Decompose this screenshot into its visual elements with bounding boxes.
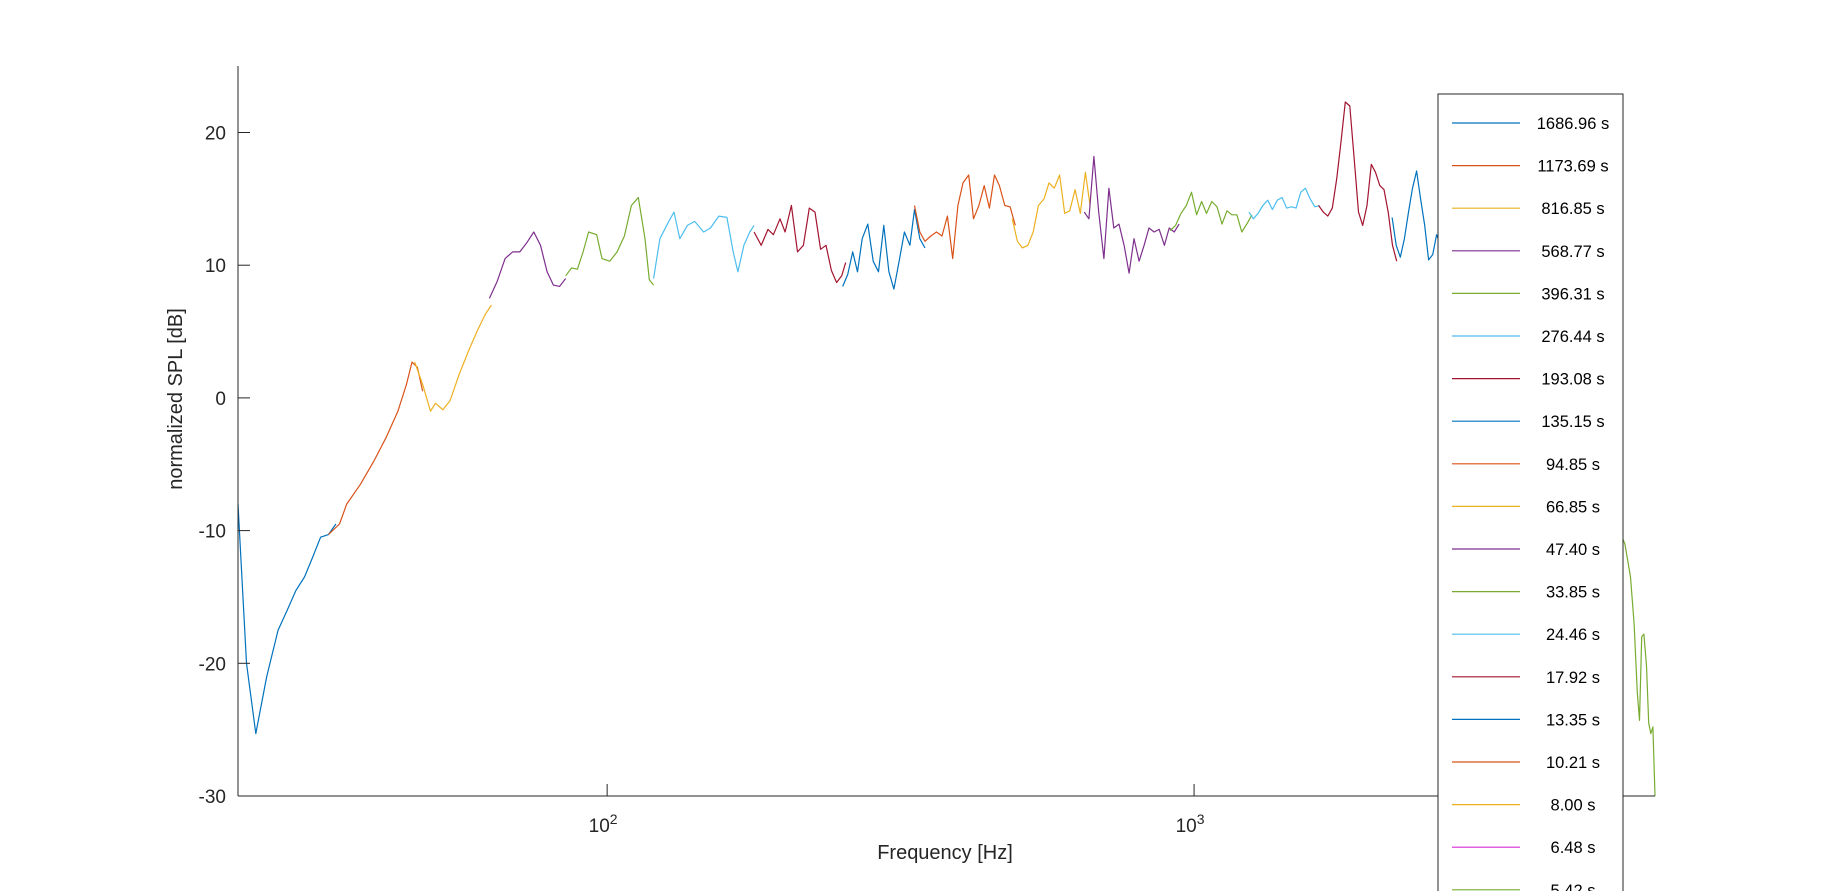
y-tick-label: 0 [215, 389, 226, 410]
x-tick-label: 103 [1176, 811, 1205, 837]
legend-label: 1173.69 s [1537, 158, 1608, 176]
y-tick-label: -30 [199, 787, 226, 808]
legend-box [1437, 93, 1624, 891]
legend: 1686.96 s 1173.69 s 816.85 s 568.77 s 396.31… [1437, 93, 1624, 891]
x-tick-exponent: 2 [610, 811, 618, 827]
x-tick-base: 10 [1176, 816, 1197, 837]
legend-label: 94.85 s [1546, 456, 1600, 474]
legend-label: 276.44 s [1541, 328, 1604, 346]
legend-label: 568.77 s [1541, 243, 1604, 261]
legend-label: 66.85 s [1546, 498, 1600, 516]
legend-label: 816.85 s [1541, 200, 1604, 218]
x-ticks: 102 103 [589, 784, 1205, 837]
y-ticks: -30 -20 -10 0 10 20 [199, 124, 250, 808]
legend-label: 13.35 s [1546, 711, 1600, 729]
series-line [327, 361, 424, 536]
legend-label: 24.46 s [1546, 626, 1600, 644]
series-line [488, 231, 567, 299]
legend-label: 33.85 s [1546, 584, 1600, 602]
y-tick-label: 20 [205, 124, 226, 145]
series-line [842, 208, 926, 290]
series-line [1169, 191, 1253, 233]
y-tick-label: -20 [199, 654, 226, 675]
x-tick-base: 10 [589, 816, 610, 837]
series-line [1083, 155, 1180, 274]
series-line [237, 504, 337, 735]
legend-items: 1686.96 s 1173.69 s 816.85 s 568.77 s 396.31… [1452, 115, 1609, 891]
x-axis-label: Frequency [Hz] [877, 842, 1013, 864]
legend-label: 8.00 s [1551, 797, 1596, 815]
series-line [1011, 171, 1091, 249]
legend-label: 10.21 s [1546, 754, 1600, 772]
series-line [1618, 530, 1656, 797]
legend-label: 17.92 s [1546, 669, 1600, 687]
y-tick-label: 10 [205, 256, 226, 277]
series-line [753, 204, 847, 284]
legend-label: 5.42 s [1551, 882, 1596, 891]
legend-label: 193.08 s [1541, 371, 1604, 389]
y-axis-label: normalized SPL [dB] [165, 308, 187, 490]
series-line [414, 304, 492, 412]
series-line [1318, 101, 1398, 262]
legend-label: 1686.96 s [1537, 115, 1609, 133]
x-tick-exponent: 3 [1197, 811, 1205, 827]
legend-label: 396.31 s [1541, 285, 1604, 303]
legend-label: 47.40 s [1546, 541, 1600, 559]
series-line [913, 174, 1016, 260]
series-line [1248, 187, 1320, 220]
series-line [565, 196, 655, 286]
series-line [653, 211, 755, 279]
legend-label: 6.48 s [1551, 839, 1596, 857]
plot-area [237, 101, 1656, 797]
x-tick-label: 102 [589, 811, 618, 837]
legend-label: 135.15 s [1541, 413, 1604, 431]
y-tick-label: -10 [199, 522, 226, 543]
